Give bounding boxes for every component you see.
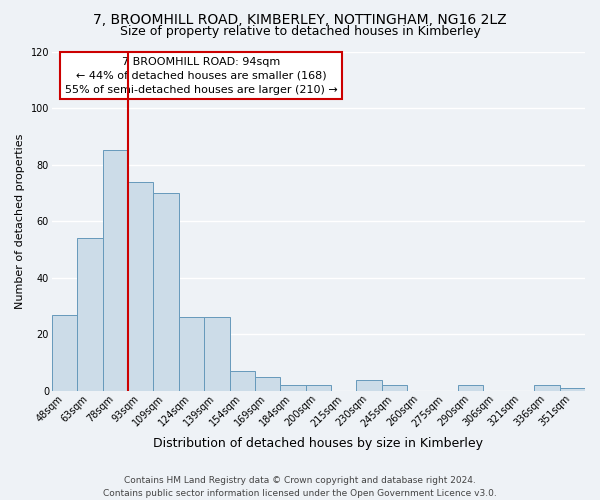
Bar xyxy=(230,371,255,391)
Bar xyxy=(458,385,484,391)
Text: Size of property relative to detached houses in Kimberley: Size of property relative to detached ho… xyxy=(119,25,481,38)
Bar xyxy=(128,182,154,391)
Bar xyxy=(204,318,230,391)
Bar xyxy=(560,388,585,391)
Bar xyxy=(52,314,77,391)
Bar xyxy=(306,385,331,391)
Bar xyxy=(255,376,280,391)
Text: Contains HM Land Registry data © Crown copyright and database right 2024.
Contai: Contains HM Land Registry data © Crown c… xyxy=(103,476,497,498)
Text: 7 BROOMHILL ROAD: 94sqm
← 44% of detached houses are smaller (168)
55% of semi-d: 7 BROOMHILL ROAD: 94sqm ← 44% of detache… xyxy=(65,56,337,94)
X-axis label: Distribution of detached houses by size in Kimberley: Distribution of detached houses by size … xyxy=(154,437,484,450)
Bar xyxy=(103,150,128,391)
Bar xyxy=(179,318,204,391)
Bar xyxy=(154,193,179,391)
Bar xyxy=(534,385,560,391)
Bar xyxy=(356,380,382,391)
Text: 7, BROOMHILL ROAD, KIMBERLEY, NOTTINGHAM, NG16 2LZ: 7, BROOMHILL ROAD, KIMBERLEY, NOTTINGHAM… xyxy=(93,12,507,26)
Y-axis label: Number of detached properties: Number of detached properties xyxy=(15,134,25,309)
Bar xyxy=(77,238,103,391)
Bar xyxy=(382,385,407,391)
Bar xyxy=(280,385,306,391)
